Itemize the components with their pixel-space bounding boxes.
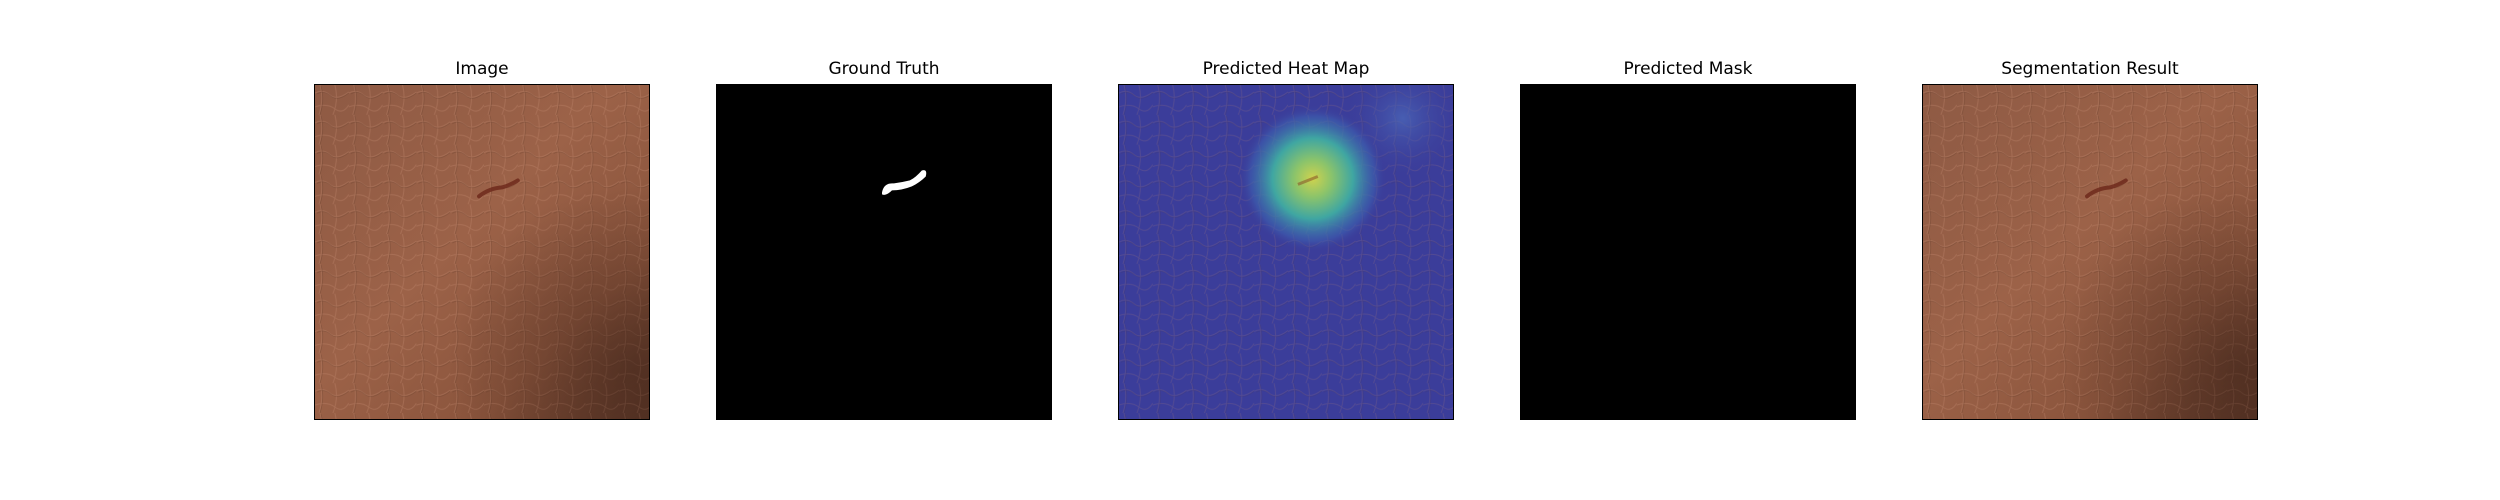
panel-title: Image [455, 59, 509, 79]
binary-mask-icon [716, 84, 1052, 420]
panel-title: Predicted Mask [1623, 59, 1753, 79]
panel-title: Ground Truth [828, 59, 940, 79]
leather-photo-icon [1922, 84, 2258, 420]
heatmap-overlay-icon [1118, 84, 1454, 420]
empty-mask-icon [1520, 84, 1856, 420]
leather-photo-icon [314, 84, 650, 420]
panel-title: Segmentation Result [2001, 59, 2179, 79]
panel-title: Predicted Heat Map [1202, 59, 1370, 79]
